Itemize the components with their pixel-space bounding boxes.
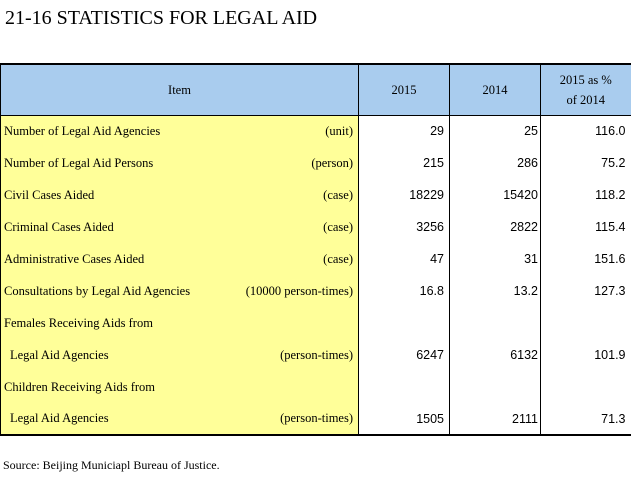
table-row: Children Receiving Aids from — [0, 371, 631, 403]
row-label: Legal Aid Agencies — [10, 347, 109, 362]
value-2014 — [449, 307, 541, 339]
legal-aid-table: Item 2015 2014 2015 as % of 2014 Number … — [0, 63, 631, 436]
value-2015 — [358, 371, 450, 403]
row-unit: (unit) — [325, 123, 353, 138]
value-percent: 71.3 — [540, 403, 631, 436]
table-row: Civil Cases Aided (case) 18229 15420 118.… — [0, 179, 631, 211]
row-item-cell: Administrative Cases Aided (case) — [0, 243, 359, 275]
row-item-cell: Criminal Cases Aided (case) — [0, 211, 359, 243]
header-item: Item — [0, 63, 359, 116]
row-label: Females Receiving Aids from — [4, 315, 153, 330]
value-2014: 13.2 — [449, 275, 541, 307]
row-item-cell: Legal Aid Agencies (person-times) — [0, 339, 359, 371]
header-percent-line2: of 2014 — [566, 92, 606, 107]
row-label: Administrative Cases Aided — [4, 251, 145, 266]
row-label: Legal Aid Agencies — [10, 411, 109, 425]
row-unit: (case) — [323, 219, 353, 234]
header-percent: 2015 as % of 2014 — [540, 63, 631, 116]
header-percent-line1: 2015 as % — [559, 72, 612, 87]
value-2014: 31 — [449, 243, 541, 275]
row-unit: (person-times) — [280, 411, 353, 425]
row-unit: (case) — [323, 251, 353, 266]
row-unit: (case) — [323, 187, 353, 202]
header-2015: 2015 — [358, 63, 450, 116]
row-item-cell: Legal Aid Agencies (person-times) — [0, 403, 359, 436]
value-percent: 118.2 — [595, 188, 626, 202]
value-2014: 2822 — [449, 211, 541, 243]
value-2015: 3256 — [358, 211, 450, 243]
value-percent: 151.6 — [594, 252, 626, 266]
row-unit: (person-times) — [280, 347, 353, 362]
header-2014: 2014 — [449, 63, 541, 116]
value-percent: 75.2 — [601, 156, 626, 170]
value-2015: 16.8 — [358, 275, 450, 307]
value-percent — [541, 371, 631, 403]
row-item-cell: Children Receiving Aids from — [0, 371, 359, 403]
row-unit: (10000 person-times) — [245, 283, 353, 298]
row-label: Number of Legal Aid Persons — [4, 155, 154, 170]
row-item-cell: Consultations by Legal Aid Agencies (1000… — [0, 275, 359, 307]
table-row: Criminal Cases Aided (case) 3256 2822 115… — [0, 211, 631, 243]
page-title: 21-16 STATISTICS FOR LEGAL AID — [5, 7, 318, 29]
row-label: Number of Legal Aid Agencies — [4, 123, 161, 138]
source-note: Source: Beijing Municiapl Bureau of Just… — [3, 458, 220, 472]
value-2014 — [449, 371, 541, 403]
value-2014: 286 — [449, 147, 541, 179]
value-2015: 1505 — [358, 403, 450, 436]
row-item-cell: Civil Cases Aided (case) — [0, 179, 359, 211]
row-unit: (person) — [311, 155, 353, 170]
row-item-cell: Females Receiving Aids from — [0, 307, 359, 339]
value-percent: 115.4 — [595, 220, 626, 234]
value-percent: 127.3 — [594, 284, 626, 298]
value-2015 — [358, 307, 450, 339]
row-label: Criminal Cases Aided — [4, 219, 114, 234]
value-2015: 29 — [358, 115, 450, 147]
value-2015: 215 — [358, 147, 450, 179]
row-label: Consultations by Legal Aid Agencies — [4, 283, 191, 298]
value-2014: 15420 — [449, 179, 541, 211]
value-2015: 18229 — [358, 179, 450, 211]
value-percent: 101.9 — [594, 348, 626, 362]
table-row: Consultations by Legal Aid Agencies (1000… — [0, 275, 631, 307]
row-item-cell: Number of Legal Aid Persons (person) — [0, 147, 359, 179]
table-row: Number of Legal Aid Persons (person) 215 … — [0, 147, 631, 179]
row-label: Civil Cases Aided — [4, 187, 95, 202]
row-item-cell: Number of Legal Aid Agencies (unit) — [0, 115, 359, 147]
table-row: Legal Aid Agencies (person-times) 6247 61… — [0, 339, 631, 371]
value-2014: 25 — [449, 115, 541, 147]
value-2014: 6132 — [449, 339, 541, 371]
header-row: Item 2015 2014 2015 as % of 2014 — [0, 63, 631, 116]
value-percent: 116.0 — [595, 124, 626, 139]
table-row: Number of Legal Aid Agencies (unit) 29 25… — [0, 115, 631, 147]
value-2015: 6247 — [358, 339, 450, 371]
value-2015: 47 — [358, 243, 450, 275]
table-row: Females Receiving Aids from — [0, 307, 631, 339]
value-percent — [541, 307, 631, 339]
table-row: Legal Aid Agencies (person-times) 1505 21… — [0, 403, 631, 436]
row-label: Children Receiving Aids from — [4, 379, 156, 394]
value-2014: 2111 — [449, 403, 541, 436]
table-row: Administrative Cases Aided (case) 47 31 1… — [0, 243, 631, 275]
